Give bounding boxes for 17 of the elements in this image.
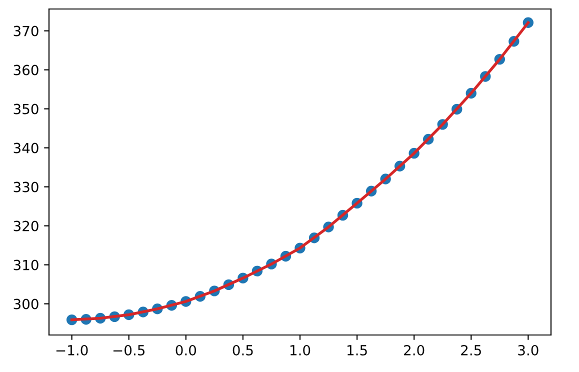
x-tick-label: −0.5 xyxy=(113,344,145,356)
y-tick-label: 370 xyxy=(14,26,38,36)
y-tick-label: 360 xyxy=(14,64,38,76)
y-tick-label: 330 xyxy=(14,182,38,192)
x-tick-label: 0.0 xyxy=(176,344,196,356)
x-tick-label: 3.0 xyxy=(518,344,538,356)
x-tick-label: −1.0 xyxy=(56,344,88,356)
y-tick-label: 350 xyxy=(14,104,38,114)
x-tick-label: 2.0 xyxy=(404,344,424,356)
x-tick-label: 1.5 xyxy=(348,345,367,356)
y-tick-label: 310 xyxy=(14,260,38,270)
x-tick-label: 1.0 xyxy=(290,344,310,356)
x-tick-label: 2.5 xyxy=(461,344,481,356)
x-tick-label: 0.5 xyxy=(232,344,253,356)
y-tick-label: 320 xyxy=(14,220,38,232)
y-tick-label: 340 xyxy=(14,142,38,154)
y-tick-label: 300 xyxy=(14,298,38,310)
